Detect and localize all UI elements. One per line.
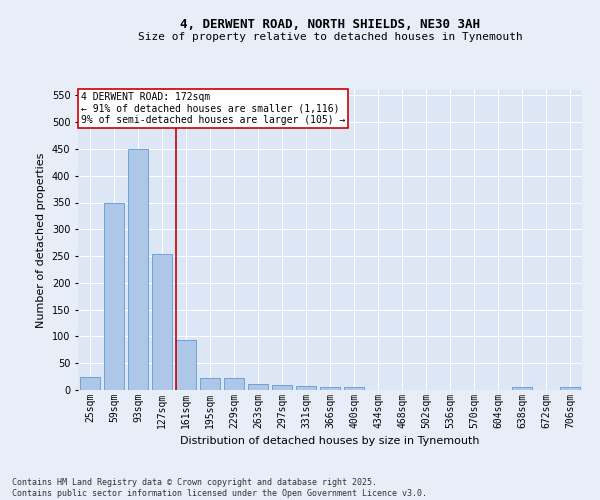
Bar xyxy=(344,388,364,390)
Bar xyxy=(128,149,148,390)
Text: 4, DERWENT ROAD, NORTH SHIELDS, NE30 3AH: 4, DERWENT ROAD, NORTH SHIELDS, NE30 3AH xyxy=(180,18,480,30)
Bar xyxy=(224,378,244,390)
Text: 4 DERWENT ROAD: 172sqm
← 91% of detached houses are smaller (1,116)
9% of semi-d: 4 DERWENT ROAD: 172sqm ← 91% of detached… xyxy=(80,92,345,124)
Bar xyxy=(80,376,100,390)
Bar xyxy=(200,378,220,390)
Bar xyxy=(272,384,292,390)
Text: Contains HM Land Registry data © Crown copyright and database right 2025.
Contai: Contains HM Land Registry data © Crown c… xyxy=(12,478,427,498)
Bar xyxy=(560,388,580,390)
Bar xyxy=(152,254,172,390)
Bar xyxy=(512,388,532,390)
Text: Size of property relative to detached houses in Tynemouth: Size of property relative to detached ho… xyxy=(137,32,523,42)
Bar xyxy=(296,386,316,390)
Bar xyxy=(176,340,196,390)
Y-axis label: Number of detached properties: Number of detached properties xyxy=(36,152,46,328)
X-axis label: Distribution of detached houses by size in Tynemouth: Distribution of detached houses by size … xyxy=(180,436,480,446)
Bar xyxy=(104,202,124,390)
Bar xyxy=(320,388,340,390)
Bar xyxy=(248,384,268,390)
